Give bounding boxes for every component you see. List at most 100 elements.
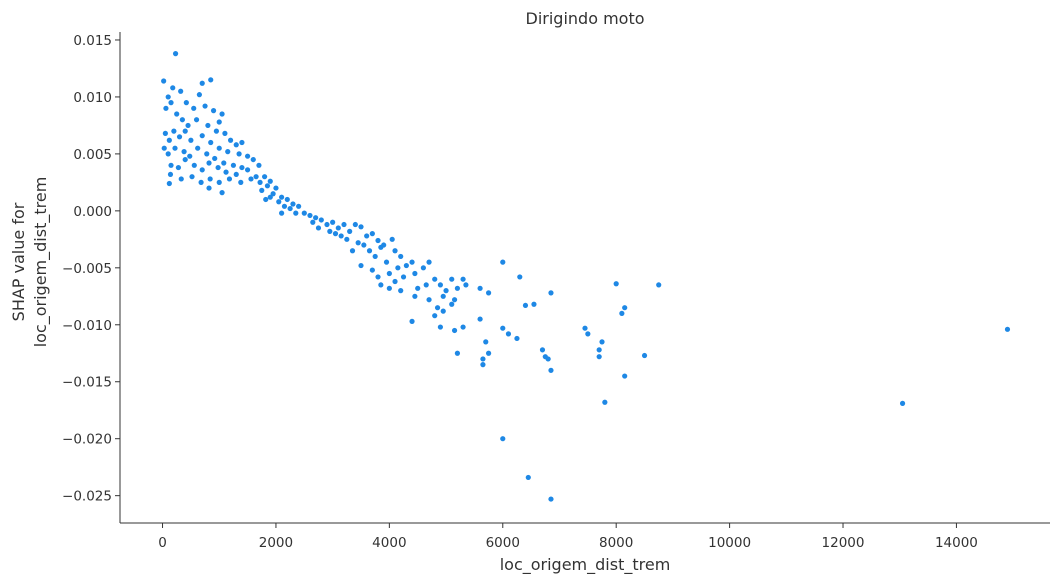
data-point	[233, 171, 239, 178]
data-point	[440, 308, 446, 314]
x-axis-label: loc_origem_dist_trem	[500, 555, 671, 575]
data-point	[179, 117, 185, 123]
data-point	[172, 145, 178, 151]
data-point	[175, 164, 182, 171]
data-point	[267, 178, 273, 184]
data-point	[250, 156, 256, 163]
data-point	[389, 236, 395, 242]
data-point	[163, 105, 169, 111]
data-point	[215, 164, 221, 171]
data-point	[189, 174, 195, 180]
data-point	[539, 347, 546, 353]
data-point	[341, 221, 347, 228]
data-point	[239, 164, 245, 171]
data-point	[219, 111, 225, 117]
data-point	[375, 274, 381, 280]
data-point	[656, 282, 662, 288]
data-point	[347, 228, 353, 234]
data-point	[181, 149, 187, 155]
data-point	[227, 137, 234, 143]
data-point	[622, 305, 628, 311]
data-point	[324, 221, 330, 228]
data-point	[244, 167, 251, 173]
data-point	[222, 130, 228, 136]
data-point	[412, 270, 418, 277]
data-point	[219, 190, 225, 196]
data-point	[206, 185, 212, 191]
y-axis-label-line-1: SHAP value for	[9, 202, 28, 321]
data-point	[270, 191, 276, 197]
data-point	[531, 301, 537, 307]
data-point	[199, 167, 205, 173]
data-point	[443, 288, 449, 294]
data-point	[378, 244, 384, 250]
data-point	[460, 324, 466, 330]
x-tick-label: 6000	[486, 535, 520, 551]
data-point	[440, 293, 446, 299]
data-point	[216, 145, 222, 151]
data-point	[212, 155, 218, 162]
data-point	[596, 347, 602, 353]
data-point	[485, 350, 492, 356]
data-point	[392, 248, 398, 254]
data-point	[256, 162, 262, 168]
data-point	[409, 259, 415, 265]
data-point	[239, 139, 245, 146]
data-point	[162, 130, 168, 136]
data-point	[233, 142, 239, 148]
data-point	[403, 262, 409, 269]
data-point	[432, 313, 438, 319]
data-point	[315, 225, 322, 231]
data-point	[522, 302, 529, 309]
data-point	[165, 94, 171, 100]
data-point	[182, 128, 188, 134]
data-point	[622, 373, 628, 379]
data-point	[480, 356, 486, 362]
data-point	[166, 137, 172, 143]
y-tick-label: −0.025	[62, 489, 112, 505]
x-tick-label: 2000	[259, 535, 293, 551]
data-point	[412, 293, 418, 299]
data-point	[434, 305, 441, 311]
data-point	[216, 119, 222, 125]
data-point	[409, 318, 415, 324]
data-point	[415, 285, 421, 291]
data-point	[221, 160, 227, 166]
data-point	[1004, 326, 1011, 332]
data-point	[352, 221, 358, 228]
data-point	[460, 276, 466, 282]
data-point	[216, 179, 222, 185]
data-point	[480, 362, 486, 368]
y-tick-label: −0.015	[62, 375, 112, 391]
x-tick-label: 4000	[372, 535, 406, 551]
data-point	[505, 331, 512, 337]
y-tick-label: 0.015	[73, 33, 112, 49]
data-point	[176, 134, 183, 140]
data-point	[485, 290, 492, 296]
x-tick-label: 0	[158, 535, 167, 551]
data-point	[432, 276, 438, 282]
data-point	[171, 128, 177, 134]
data-point	[196, 92, 202, 98]
data-point	[193, 117, 200, 123]
data-point	[166, 180, 172, 187]
data-point	[168, 100, 174, 106]
data-point	[170, 85, 176, 91]
data-point	[335, 225, 341, 231]
data-point	[355, 240, 361, 246]
data-point	[375, 237, 381, 244]
data-point	[517, 274, 523, 280]
data-point	[264, 183, 271, 189]
data-point	[262, 174, 268, 180]
data-point	[437, 324, 443, 330]
data-point	[226, 176, 233, 182]
data-point	[449, 276, 455, 282]
data-point	[349, 248, 356, 254]
data-point	[327, 228, 333, 234]
data-point	[437, 282, 443, 288]
data-point	[358, 224, 364, 230]
data-point	[244, 153, 251, 159]
data-point	[477, 285, 483, 291]
data-point	[514, 335, 520, 342]
data-point	[287, 205, 293, 212]
